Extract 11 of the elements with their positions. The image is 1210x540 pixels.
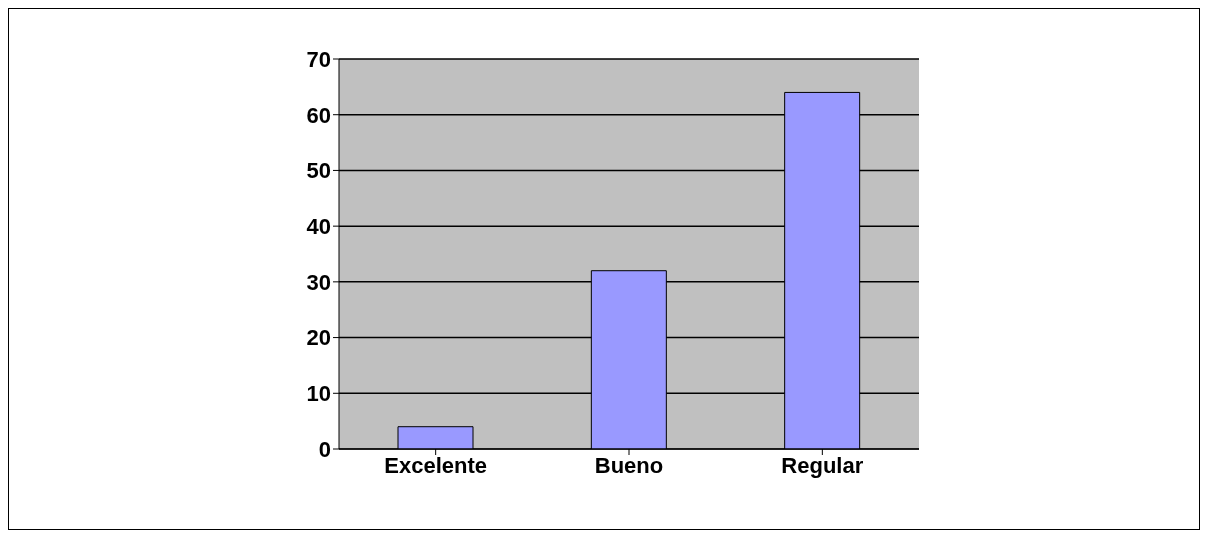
y-tick-label: 30 (306, 269, 331, 295)
y-tick-label: 70 (306, 46, 331, 72)
x-tick-label: Excelente (384, 452, 488, 478)
y-tick-label: 50 (306, 158, 331, 184)
y-tick-label: 20 (306, 325, 331, 351)
y-tick-label: 0 (318, 436, 331, 462)
x-tick-label: Regular (781, 452, 864, 478)
y-tick-label: 10 (306, 381, 331, 407)
y-tick-label: 60 (306, 102, 331, 128)
y-tick-label: 40 (306, 213, 331, 239)
x-tick-label: Bueno (594, 452, 664, 478)
